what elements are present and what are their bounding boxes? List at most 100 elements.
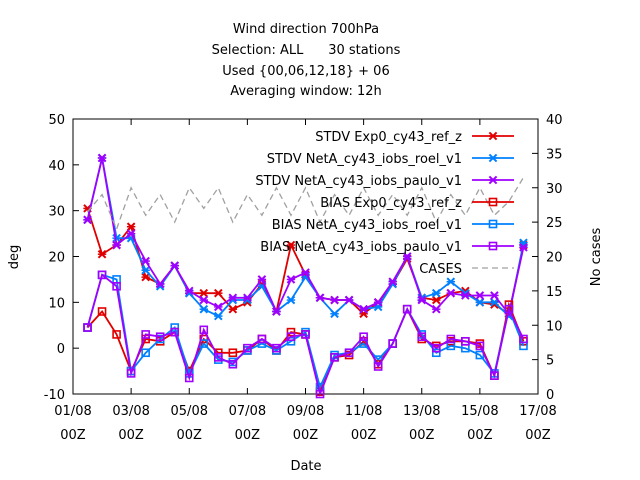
y2-tick-label: 15: [546, 285, 563, 300]
data-point: [184, 286, 194, 296]
data-point: [126, 222, 136, 232]
data-point: [373, 362, 383, 371]
title-line-4: Averaging window: 12h: [230, 84, 382, 99]
x-tick-label-date: 03/08: [112, 404, 149, 419]
data-point: [359, 304, 368, 314]
x-tick-label-date: 15/08: [461, 404, 498, 419]
data-point: [359, 332, 368, 342]
data-point: [199, 304, 209, 314]
data-point: [344, 295, 354, 305]
y2-tick-label: 10: [546, 319, 563, 334]
data-point: [243, 343, 252, 353]
data-point: [301, 268, 310, 277]
data-point: [112, 330, 121, 339]
data-point: [170, 261, 180, 270]
data-point: [330, 353, 339, 362]
data-point: [446, 277, 456, 287]
data-point: [286, 327, 296, 337]
legend-entry: BIAS NetA_cy43_iobs_roel_v1: [272, 218, 514, 233]
x-tick-label-hour: 00Z: [467, 428, 493, 443]
x-tick-label-hour: 00Z: [60, 428, 86, 443]
title-line-1: Wind direction 700hPa: [233, 22, 379, 37]
data-point: [199, 295, 209, 305]
data-point: [257, 334, 267, 344]
data-point: [214, 353, 223, 362]
legend-entry: BIAS NetA_cy43_iobs_paulo_v1: [260, 240, 514, 255]
legend-entry: STDV Exp0_cy43_ref_z: [315, 130, 514, 145]
data-point: [126, 229, 136, 238]
y2-tick-label: 40: [546, 113, 563, 128]
legend-marker: [488, 241, 498, 251]
data-point: [155, 279, 165, 289]
data-point: [475, 298, 485, 307]
legend: STDV Exp0_cy43_ref_z STDV NetA_cy43_iobs_…: [255, 130, 514, 277]
data-point: [257, 339, 267, 348]
data-point: [126, 369, 136, 378]
data-point: [141, 256, 150, 266]
x-tick-label-date: 05/08: [171, 404, 208, 419]
series-layer: [83, 153, 528, 399]
data-point: [475, 341, 485, 351]
x-tick-label-hour: 00Z: [525, 428, 551, 443]
x-tick-label-hour: 00Z: [293, 428, 319, 443]
data-point: [475, 291, 485, 300]
data-point: [141, 265, 150, 275]
y-tick-label: 20: [48, 251, 65, 266]
series-5: [83, 270, 528, 399]
legend-label: BIAS Exp0_cy43_ref_z: [320, 196, 462, 211]
series-line: [86, 273, 525, 390]
data-point: [461, 336, 470, 346]
data-point: [461, 291, 470, 300]
data-point: [155, 332, 165, 342]
y2-tick-label: 25: [546, 216, 563, 231]
data-point: [97, 270, 107, 280]
legend-label: BIAS NetA_cy43_iobs_roel_v1: [272, 218, 462, 233]
data-point: [431, 295, 441, 305]
data-point: [257, 275, 267, 284]
y-tick-label: 0: [57, 342, 65, 357]
data-point: [170, 323, 180, 332]
data-point: [83, 323, 92, 332]
data-point: [112, 240, 121, 250]
x-tick-label-date: 13/08: [403, 404, 440, 419]
data-point: [504, 304, 514, 314]
data-point: [417, 295, 427, 305]
axes-layer: -10 0 10 20 30 40 50 0 5 10 15 20 25 30 35 40 01/08 00Z 03…: [44, 113, 563, 443]
data-point: [388, 339, 397, 348]
series-line: [86, 301, 525, 395]
y-axis-label: deg: [7, 245, 22, 270]
data-point: [373, 298, 383, 307]
data-point: [184, 373, 194, 383]
legend-marker: [488, 219, 498, 229]
data-point: [446, 288, 456, 298]
y-tick-label: 40: [48, 159, 65, 174]
x-tick-label-hour: 00Z: [235, 428, 261, 443]
legend-label: BIAS NetA_cy43_iobs_paulo_v1: [260, 240, 462, 255]
data-point: [272, 307, 281, 316]
data-point: [272, 343, 281, 353]
data-point: [97, 153, 107, 163]
chart-title: Wind direction 700hPa Selection: ALL 30 …: [212, 22, 401, 99]
data-point: [83, 215, 92, 225]
data-point: [315, 389, 325, 399]
x-tick-label-date: 09/08: [287, 404, 324, 419]
legend-label: CASES: [419, 262, 462, 277]
y2-tick-label: 30: [546, 182, 563, 197]
data-point: [286, 240, 296, 250]
y2-axis-label: No cases: [589, 228, 604, 287]
data-point: [417, 332, 427, 342]
data-point: [228, 348, 238, 358]
y-tick-label: 50: [48, 113, 65, 128]
series-6: [87, 177, 525, 231]
data-point: [112, 281, 121, 291]
legend-entry: STDV NetA_cy43_iobs_paulo_v1: [255, 174, 514, 189]
y2-tick-label: 35: [546, 147, 563, 162]
data-point: [141, 330, 150, 339]
title-line-2: Selection: ALL 30 stations: [212, 43, 401, 58]
legend-label: STDV Exp0_cy43_ref_z: [315, 130, 462, 145]
y-tick-label: 10: [48, 296, 65, 311]
data-point: [214, 288, 223, 298]
data-point: [330, 309, 339, 319]
data-point: [490, 371, 499, 380]
